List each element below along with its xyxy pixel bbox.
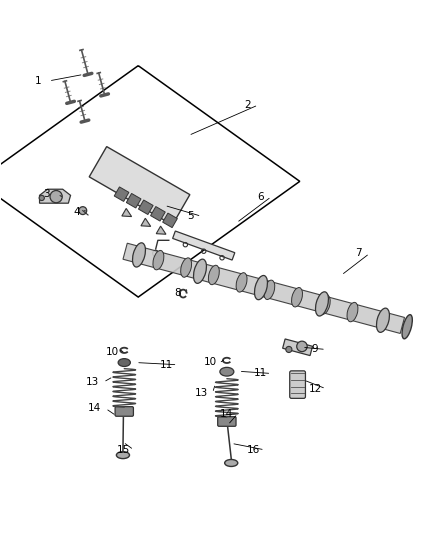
- Polygon shape: [122, 208, 131, 216]
- Ellipse shape: [225, 459, 238, 466]
- Ellipse shape: [319, 295, 330, 314]
- Text: 12: 12: [308, 384, 321, 394]
- Polygon shape: [114, 187, 129, 201]
- Circle shape: [286, 346, 292, 352]
- Ellipse shape: [118, 359, 131, 367]
- Polygon shape: [141, 218, 151, 227]
- FancyBboxPatch shape: [115, 407, 134, 416]
- Text: 8: 8: [174, 288, 181, 298]
- Ellipse shape: [377, 308, 389, 333]
- Ellipse shape: [347, 302, 358, 322]
- Text: 13: 13: [195, 388, 208, 398]
- FancyBboxPatch shape: [290, 371, 305, 398]
- Circle shape: [79, 207, 87, 215]
- Ellipse shape: [194, 259, 206, 284]
- Text: 9: 9: [312, 344, 318, 354]
- Text: 11: 11: [254, 368, 267, 378]
- Text: 11: 11: [160, 360, 173, 370]
- Polygon shape: [151, 207, 165, 221]
- FancyBboxPatch shape: [218, 417, 236, 426]
- Ellipse shape: [153, 251, 164, 270]
- Text: 10: 10: [204, 357, 217, 367]
- Text: 7: 7: [355, 248, 362, 259]
- Ellipse shape: [180, 258, 191, 277]
- Text: 10: 10: [106, 346, 119, 357]
- Circle shape: [39, 195, 44, 200]
- Polygon shape: [39, 189, 71, 203]
- Text: 14: 14: [88, 403, 101, 414]
- Text: 5: 5: [187, 211, 194, 221]
- Ellipse shape: [133, 243, 145, 267]
- Text: 16: 16: [247, 445, 261, 455]
- Ellipse shape: [117, 451, 130, 458]
- Ellipse shape: [292, 287, 303, 307]
- Polygon shape: [126, 193, 141, 208]
- Ellipse shape: [264, 280, 275, 300]
- Text: 14: 14: [220, 409, 233, 418]
- Text: 3: 3: [43, 189, 50, 199]
- Text: 15: 15: [117, 445, 130, 455]
- Text: 4: 4: [74, 207, 81, 217]
- Circle shape: [50, 190, 62, 203]
- Ellipse shape: [254, 276, 268, 300]
- Text: 1: 1: [35, 76, 41, 86]
- Polygon shape: [138, 200, 153, 214]
- Ellipse shape: [236, 273, 247, 292]
- Text: 6: 6: [257, 192, 264, 201]
- Polygon shape: [173, 231, 235, 260]
- Polygon shape: [283, 339, 313, 356]
- Polygon shape: [156, 226, 166, 235]
- Circle shape: [297, 341, 307, 352]
- Ellipse shape: [315, 292, 328, 316]
- Ellipse shape: [208, 265, 219, 285]
- Text: 2: 2: [244, 100, 251, 110]
- Polygon shape: [123, 243, 405, 334]
- Ellipse shape: [220, 367, 234, 376]
- Polygon shape: [89, 147, 190, 225]
- Ellipse shape: [402, 314, 412, 339]
- Polygon shape: [162, 213, 177, 228]
- Text: 13: 13: [86, 377, 99, 387]
